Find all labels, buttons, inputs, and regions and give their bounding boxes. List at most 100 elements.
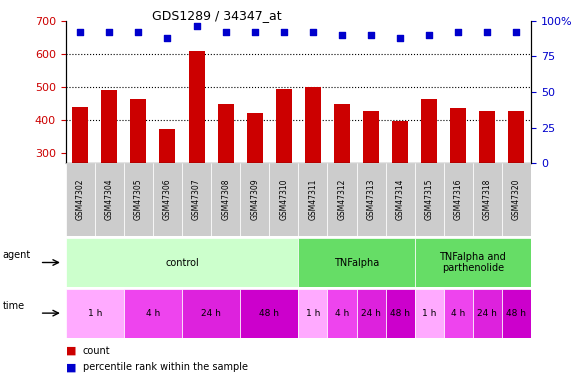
- Text: GSM47311: GSM47311: [308, 179, 317, 220]
- Bar: [130, 99, 146, 253]
- Bar: [298, 289, 327, 338]
- Bar: [276, 89, 292, 253]
- Bar: [451, 108, 467, 253]
- Text: time: time: [3, 301, 25, 310]
- Bar: [415, 289, 444, 338]
- Text: GSM47314: GSM47314: [396, 179, 405, 220]
- Bar: [247, 113, 263, 253]
- Text: 4 h: 4 h: [335, 309, 349, 318]
- Text: 4 h: 4 h: [146, 309, 160, 318]
- Bar: [305, 87, 321, 253]
- Bar: [502, 289, 531, 338]
- Bar: [270, 163, 298, 236]
- Point: [367, 32, 376, 38]
- Point: [279, 29, 288, 35]
- Bar: [327, 289, 356, 338]
- Point: [134, 29, 143, 35]
- Text: percentile rank within the sample: percentile rank within the sample: [83, 363, 248, 372]
- Point: [163, 35, 172, 41]
- Point: [192, 23, 201, 29]
- Bar: [124, 163, 153, 236]
- Point: [104, 29, 114, 35]
- Bar: [298, 238, 415, 287]
- Bar: [240, 163, 270, 236]
- Text: GSM47318: GSM47318: [483, 179, 492, 220]
- Point: [337, 32, 347, 38]
- Bar: [363, 111, 379, 253]
- Text: GSM47304: GSM47304: [105, 179, 114, 220]
- Text: GSM47302: GSM47302: [76, 179, 85, 220]
- Bar: [356, 289, 385, 338]
- Text: ■: ■: [66, 363, 76, 372]
- Text: TNFalpha: TNFalpha: [334, 258, 379, 267]
- Bar: [72, 107, 88, 253]
- Text: 1 h: 1 h: [87, 309, 102, 318]
- Bar: [182, 289, 240, 338]
- Bar: [124, 289, 182, 338]
- Bar: [385, 289, 415, 338]
- Text: 48 h: 48 h: [259, 309, 279, 318]
- Bar: [218, 104, 234, 253]
- Point: [483, 29, 492, 35]
- Text: GSM47308: GSM47308: [221, 179, 230, 220]
- Point: [454, 29, 463, 35]
- Text: GSM47320: GSM47320: [512, 179, 521, 220]
- Point: [308, 29, 317, 35]
- Bar: [415, 163, 444, 236]
- Bar: [415, 238, 531, 287]
- Text: GSM47305: GSM47305: [134, 179, 143, 220]
- Text: 24 h: 24 h: [201, 309, 221, 318]
- Text: GSM47315: GSM47315: [425, 179, 434, 220]
- Text: GSM47312: GSM47312: [337, 179, 347, 220]
- Text: 48 h: 48 h: [506, 309, 526, 318]
- Bar: [480, 111, 496, 253]
- Bar: [502, 163, 531, 236]
- Text: GSM47309: GSM47309: [250, 179, 259, 220]
- Point: [221, 29, 230, 35]
- Bar: [473, 289, 502, 338]
- Point: [425, 32, 434, 38]
- Text: GSM47306: GSM47306: [163, 179, 172, 220]
- Text: 24 h: 24 h: [477, 309, 497, 318]
- Bar: [240, 289, 298, 338]
- Bar: [182, 163, 211, 236]
- Bar: [444, 289, 473, 338]
- Text: TNFalpha and
parthenolide: TNFalpha and parthenolide: [440, 252, 506, 273]
- Point: [75, 29, 85, 35]
- Bar: [473, 163, 502, 236]
- Bar: [334, 105, 350, 253]
- Bar: [66, 238, 298, 287]
- Point: [512, 29, 521, 35]
- Bar: [66, 289, 124, 338]
- Text: 1 h: 1 h: [422, 309, 436, 318]
- Text: agent: agent: [3, 250, 31, 260]
- Bar: [159, 129, 175, 253]
- Bar: [392, 122, 408, 253]
- Bar: [66, 163, 95, 236]
- Text: GSM47310: GSM47310: [279, 179, 288, 220]
- Text: GSM47316: GSM47316: [454, 179, 463, 220]
- Bar: [188, 51, 204, 253]
- Text: control: control: [165, 258, 199, 267]
- Text: GDS1289 / 34347_at: GDS1289 / 34347_at: [152, 9, 282, 22]
- Point: [396, 35, 405, 41]
- Bar: [298, 163, 327, 236]
- Bar: [211, 163, 240, 236]
- Bar: [421, 99, 437, 253]
- Bar: [385, 163, 415, 236]
- Bar: [101, 90, 117, 253]
- Text: ■: ■: [66, 346, 76, 355]
- Bar: [95, 163, 124, 236]
- Point: [250, 29, 259, 35]
- Text: 24 h: 24 h: [361, 309, 381, 318]
- Bar: [327, 163, 356, 236]
- Bar: [444, 163, 473, 236]
- Text: 1 h: 1 h: [305, 309, 320, 318]
- Text: GSM47307: GSM47307: [192, 179, 201, 220]
- Bar: [356, 163, 385, 236]
- Text: 4 h: 4 h: [451, 309, 465, 318]
- Text: 48 h: 48 h: [390, 309, 410, 318]
- Text: GSM47313: GSM47313: [367, 179, 376, 220]
- Text: count: count: [83, 346, 110, 355]
- Bar: [153, 163, 182, 236]
